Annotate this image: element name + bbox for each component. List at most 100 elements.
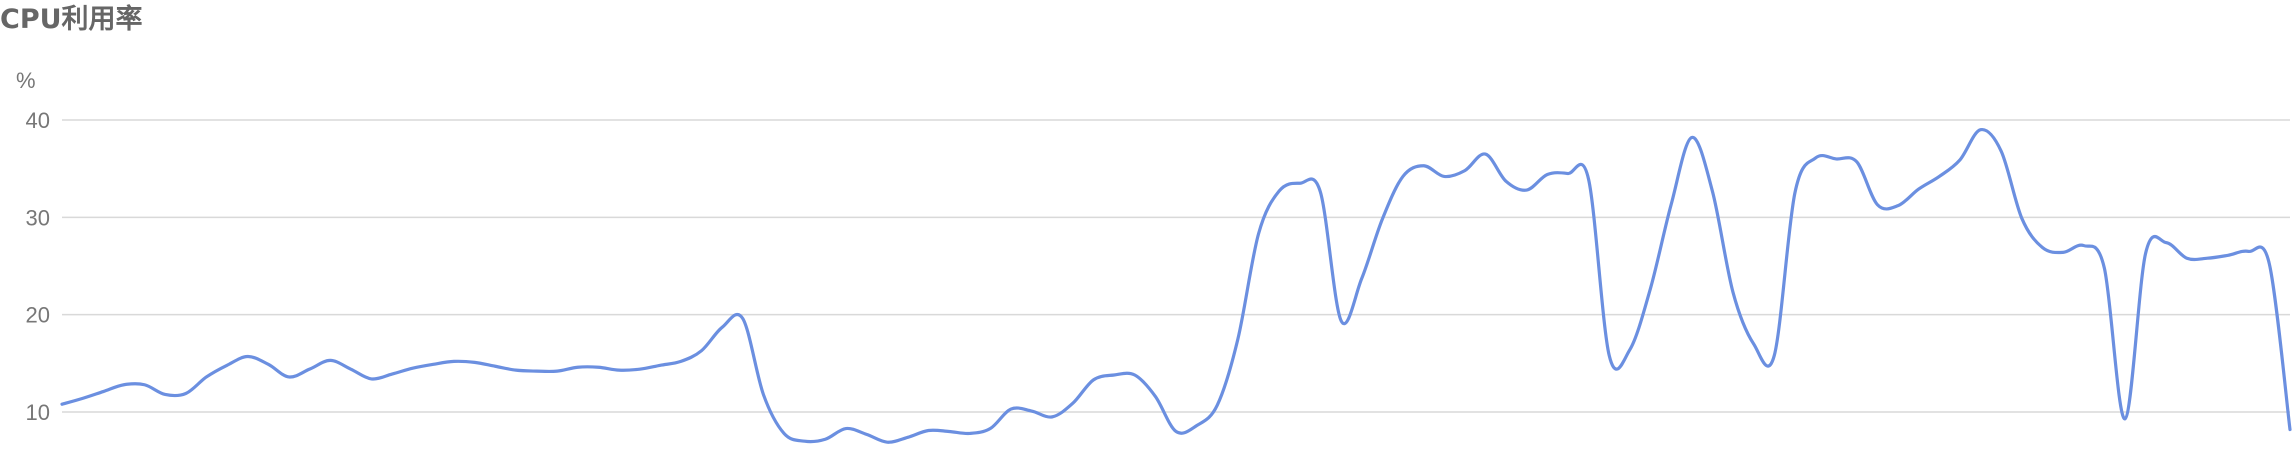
chart-title: CPU利用率 — [0, 4, 143, 35]
data-point — [2122, 416, 2128, 422]
data-point — [1647, 285, 1653, 291]
data-point — [864, 431, 870, 437]
data-point — [740, 316, 746, 322]
data-point — [1730, 289, 1736, 295]
data-point — [492, 363, 498, 369]
data-point — [513, 367, 519, 373]
data-point — [389, 371, 395, 377]
data-point — [1482, 151, 1488, 157]
data-point — [1173, 428, 1179, 434]
data-point — [162, 391, 168, 397]
data-point — [2019, 215, 2025, 221]
data-point — [1854, 159, 1860, 165]
data-point — [2081, 243, 2087, 249]
data-point — [1524, 187, 1530, 193]
data-point — [802, 438, 808, 444]
data-point — [1462, 168, 1468, 174]
data-point — [307, 366, 313, 372]
data-point — [1400, 173, 1406, 179]
data-point — [1792, 190, 1798, 196]
data-point — [2266, 261, 2272, 267]
data-point — [1441, 173, 1447, 179]
data-point — [1132, 372, 1138, 378]
data-point — [1276, 188, 1282, 194]
data-point — [884, 439, 890, 445]
data-point — [575, 364, 581, 370]
grid-lines — [62, 119, 2290, 413]
data-point — [554, 368, 560, 374]
data-point — [1689, 135, 1695, 141]
data-point — [2101, 265, 2107, 271]
data-point — [1586, 176, 1592, 182]
data-point — [2184, 255, 2190, 261]
data-point — [2225, 252, 2231, 258]
y-axis-ticks: 10 20 30 40 — [26, 108, 50, 425]
data-point — [100, 389, 106, 395]
y-tick-label-20: 20 — [26, 303, 50, 328]
data-point — [657, 362, 663, 368]
data-point — [1978, 127, 1984, 133]
data-point — [1565, 171, 1571, 177]
data-point — [1916, 186, 1922, 192]
data-point — [616, 367, 622, 373]
data-point — [430, 361, 436, 367]
data-point — [1936, 173, 1942, 179]
data-point — [1709, 188, 1715, 194]
data-point — [1359, 276, 1365, 282]
data-point — [1503, 178, 1509, 184]
data-point — [595, 364, 601, 370]
data-point — [1214, 402, 1220, 408]
data-point — [265, 361, 271, 367]
data-point — [905, 434, 911, 440]
data-point — [1998, 148, 2004, 154]
data-point — [1833, 156, 1839, 162]
data-point — [1297, 180, 1303, 186]
data-point — [987, 426, 993, 432]
data-point — [1957, 157, 1963, 163]
data-point — [451, 358, 457, 364]
data-point — [1029, 408, 1035, 414]
data-point — [2246, 248, 2252, 254]
data-point — [1111, 372, 1117, 378]
data-point — [1813, 155, 1819, 161]
data-point — [925, 427, 931, 433]
data-point — [1751, 341, 1757, 347]
data-point — [533, 368, 539, 374]
data-point — [678, 358, 684, 364]
data-point — [2060, 249, 2066, 255]
data-point — [781, 430, 787, 436]
data-point — [1627, 347, 1633, 353]
series-group — [60, 127, 2292, 445]
data-point — [2287, 427, 2292, 433]
data-point — [719, 324, 725, 330]
y-tick-label-10: 10 — [26, 400, 50, 425]
y-tick-label-30: 30 — [26, 205, 50, 230]
data-point — [637, 366, 643, 372]
data-point — [1317, 189, 1323, 195]
data-point — [368, 376, 374, 382]
series-line-0 — [60, 128, 2292, 444]
data-point — [348, 366, 354, 372]
data-point — [843, 426, 849, 432]
data-point — [1049, 414, 1055, 420]
data-point — [1421, 163, 1427, 169]
data-point — [2143, 250, 2149, 256]
data-point — [967, 430, 973, 436]
data-point — [1070, 400, 1076, 406]
data-point — [1379, 216, 1385, 222]
data-point — [822, 436, 828, 442]
data-point — [699, 348, 705, 354]
data-point — [1256, 231, 1262, 237]
data-point — [1771, 353, 1777, 359]
data-point — [472, 359, 478, 365]
data-point — [245, 354, 251, 360]
data-point — [80, 395, 86, 401]
data-point — [2039, 245, 2045, 251]
data-point — [410, 365, 416, 371]
y-tick-label-40: 40 — [26, 108, 50, 133]
data-point — [327, 357, 333, 363]
data-point — [2163, 240, 2169, 246]
data-point — [946, 428, 952, 434]
data-point — [1235, 336, 1241, 342]
